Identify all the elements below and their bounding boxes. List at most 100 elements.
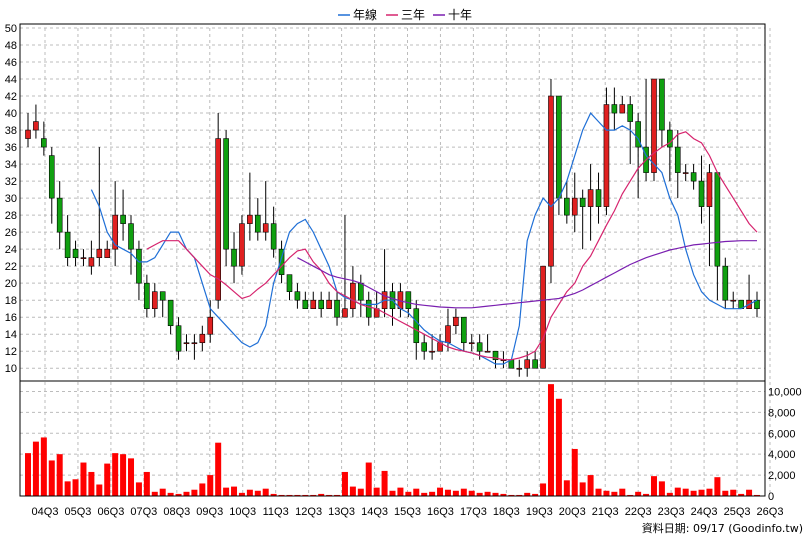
volume-bar <box>595 488 602 496</box>
volume-bar <box>460 488 467 496</box>
candle-body <box>104 248 111 258</box>
candle-body <box>556 95 562 199</box>
volume-bar <box>397 487 404 496</box>
price-tick-label: 42 <box>5 91 17 103</box>
time-tick-label: 14Q3 <box>361 506 388 518</box>
candle-body <box>144 282 150 309</box>
candle-body <box>72 248 79 258</box>
price-tick-label: 46 <box>5 57 17 69</box>
volume-bar <box>25 453 31 496</box>
candle-body <box>80 257 87 259</box>
volume-bar <box>492 492 499 496</box>
candle-body <box>674 146 681 173</box>
candle-body <box>405 291 412 309</box>
price-tick-label: 50 <box>5 23 17 35</box>
price-tick-label: 32 <box>5 176 17 188</box>
candle-body <box>175 325 182 352</box>
price-tick-label: 16 <box>5 312 17 324</box>
time-tick-label: 16Q3 <box>427 506 454 518</box>
candle-body <box>722 265 729 301</box>
candle-body <box>706 172 713 207</box>
candle-body <box>484 350 491 353</box>
price-tick-label: 26 <box>5 227 17 239</box>
candle-body <box>167 299 174 327</box>
volume-bar <box>199 483 206 496</box>
volume-bar <box>666 492 673 496</box>
candle-body <box>603 104 610 207</box>
volume-bar <box>746 489 753 496</box>
price-tick-label: 22 <box>5 261 17 273</box>
ma-three-year-line <box>146 131 758 361</box>
volume-bar <box>373 487 380 496</box>
candle-body <box>231 248 237 267</box>
candle-body <box>548 95 554 267</box>
price-tick-label: 24 <box>5 244 17 256</box>
candle-body <box>611 104 618 114</box>
candle-body <box>445 325 451 344</box>
volume-bar <box>540 483 547 496</box>
candle-body <box>120 214 126 224</box>
axis-labels: 10 12 14 16 18 20 22 24 26 28 30 32 34 36 38 40 42 44 46 48… <box>5 23 802 518</box>
volume-bar <box>619 488 626 496</box>
volume-bar <box>429 491 436 496</box>
candle-body <box>358 282 364 301</box>
candle-body <box>690 172 697 182</box>
volume-bar <box>722 490 729 496</box>
candle-body <box>128 223 134 250</box>
candle-body <box>191 342 198 345</box>
candle-body <box>365 299 372 318</box>
price-tick-label: 40 <box>5 108 17 120</box>
volume-bar <box>738 493 745 496</box>
candle-body <box>421 342 427 352</box>
candle-body <box>429 350 435 353</box>
candle-body <box>199 333 206 344</box>
candle-body <box>223 138 229 250</box>
volume-bar <box>547 384 554 496</box>
volume-tick-label: 2,000 <box>768 470 796 482</box>
candle-body <box>492 350 499 361</box>
candle-body <box>682 172 689 174</box>
volume-bar <box>238 492 245 496</box>
volume-bar <box>627 494 634 496</box>
volume-bar <box>611 491 618 496</box>
volume-bar <box>706 488 713 496</box>
candle-body <box>294 291 301 301</box>
volume-tick-label: 6,000 <box>768 428 796 440</box>
candle-body <box>136 248 142 284</box>
candle-body <box>302 299 309 309</box>
candle-body <box>564 197 570 216</box>
volume-bar <box>112 453 119 496</box>
candle-body <box>88 257 95 267</box>
legend-label-ten-year: 十年 <box>448 8 472 22</box>
price-tick-label: 12 <box>5 346 17 358</box>
volume-bar <box>341 471 348 496</box>
time-tick-label: 11Q3 <box>263 506 289 518</box>
volume-bar <box>231 486 238 496</box>
volume-bar <box>120 454 127 496</box>
time-tick-label: 24Q3 <box>691 506 718 518</box>
volume-bar <box>191 489 198 496</box>
volume-bar <box>555 398 562 496</box>
price-tick-label: 34 <box>5 159 17 171</box>
time-tick-label: 07Q3 <box>130 506 157 518</box>
price-tick-label: 38 <box>5 125 17 137</box>
candle-body <box>350 282 356 309</box>
candle-body <box>326 299 332 309</box>
candle-body <box>247 214 253 224</box>
candle-body <box>262 223 269 233</box>
candle-body <box>667 129 673 148</box>
volume-bar <box>444 489 451 496</box>
volume-tick-label: 10,000 <box>768 386 802 398</box>
volume-bar <box>294 494 301 496</box>
candle-body <box>651 78 657 173</box>
candle-body <box>96 248 103 258</box>
time-tick-label: 19Q3 <box>526 506 553 518</box>
volume-bar <box>183 491 190 496</box>
candle-body <box>318 299 324 309</box>
candle-body <box>334 299 340 318</box>
time-tick-label: 12Q3 <box>295 506 322 518</box>
candle-body <box>159 291 166 301</box>
volume-bar <box>437 487 444 496</box>
volume-bar <box>730 489 737 496</box>
